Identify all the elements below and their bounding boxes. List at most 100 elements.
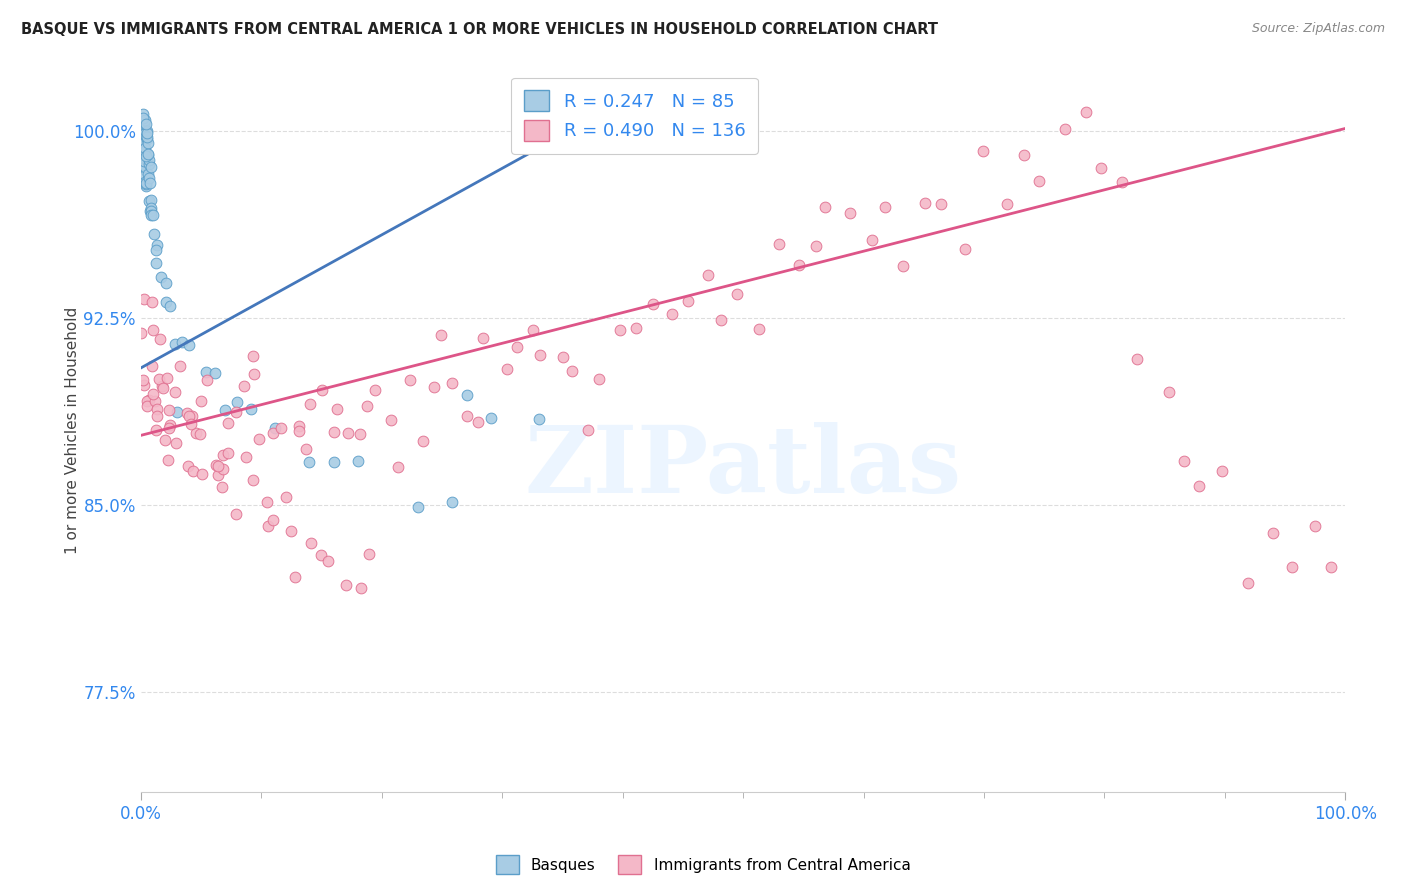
Point xyxy=(139,203,162,218)
Point xyxy=(225,508,247,522)
Point xyxy=(134,141,156,155)
Point xyxy=(134,136,156,150)
Point xyxy=(356,399,378,413)
Point xyxy=(472,331,495,345)
Point xyxy=(194,365,217,379)
Point xyxy=(280,524,302,538)
Point xyxy=(1028,174,1050,188)
Point xyxy=(134,144,156,158)
Point xyxy=(190,393,212,408)
Point xyxy=(309,548,332,562)
Point xyxy=(159,298,181,312)
Point xyxy=(135,117,157,131)
Point xyxy=(129,326,152,340)
Point xyxy=(262,425,284,440)
Point xyxy=(145,243,167,257)
Point xyxy=(204,366,226,380)
Point xyxy=(643,296,665,310)
Point xyxy=(626,321,648,335)
Point xyxy=(661,307,683,321)
Point xyxy=(134,135,156,149)
Point xyxy=(562,135,585,149)
Point xyxy=(298,455,321,469)
Point xyxy=(1319,560,1341,574)
Point xyxy=(875,200,897,214)
Point xyxy=(553,351,575,365)
Point xyxy=(522,323,544,337)
Point xyxy=(132,153,155,168)
Point xyxy=(142,386,165,401)
Point xyxy=(326,401,349,416)
Point xyxy=(134,175,156,189)
Point xyxy=(588,371,610,385)
Point xyxy=(132,378,155,392)
Point xyxy=(132,292,155,306)
Point xyxy=(929,197,952,211)
Point xyxy=(155,276,177,290)
Point xyxy=(138,170,160,185)
Point xyxy=(814,200,837,214)
Point xyxy=(165,436,187,450)
Point xyxy=(953,242,976,256)
Point xyxy=(226,395,249,409)
Point xyxy=(311,384,333,398)
Point xyxy=(212,448,235,462)
Point xyxy=(142,323,165,337)
Point xyxy=(191,467,214,481)
Point xyxy=(138,393,160,408)
Point xyxy=(423,380,446,394)
Point xyxy=(138,194,160,209)
Point xyxy=(264,421,287,435)
Point xyxy=(349,427,371,442)
Point xyxy=(350,581,373,595)
Point xyxy=(148,372,170,386)
Point xyxy=(1281,559,1303,574)
Point xyxy=(132,373,155,387)
Point xyxy=(146,409,169,423)
Point xyxy=(132,150,155,164)
Point xyxy=(135,130,157,145)
Point xyxy=(135,179,157,194)
Point xyxy=(145,401,167,416)
Point xyxy=(135,124,157,138)
Point xyxy=(972,144,994,158)
Point xyxy=(225,405,247,419)
Point xyxy=(132,153,155,168)
Point xyxy=(235,450,257,465)
Point xyxy=(132,141,155,155)
Point xyxy=(138,156,160,170)
Point xyxy=(134,168,156,182)
Text: BASQUE VS IMMIGRANTS FROM CENTRAL AMERICA 1 OR MORE VEHICLES IN HOUSEHOLD CORREL: BASQUE VS IMMIGRANTS FROM CENTRAL AMERIC… xyxy=(21,22,938,37)
Point xyxy=(217,416,239,430)
Point xyxy=(243,367,266,381)
Point xyxy=(1188,479,1211,493)
Point xyxy=(156,371,179,385)
Point xyxy=(1126,352,1149,367)
Point xyxy=(159,421,181,435)
Point xyxy=(505,340,527,354)
Point xyxy=(242,350,264,364)
Point xyxy=(288,418,311,433)
Point xyxy=(239,401,262,416)
Point xyxy=(364,383,387,397)
Point xyxy=(1303,519,1326,533)
Point xyxy=(247,432,270,446)
Point xyxy=(141,295,163,310)
Point xyxy=(914,195,936,210)
Point xyxy=(299,536,322,550)
Point xyxy=(181,409,204,423)
Point xyxy=(155,295,177,310)
Point xyxy=(205,458,228,472)
Point xyxy=(138,153,160,167)
Point xyxy=(129,141,152,155)
Point xyxy=(132,111,155,125)
Point xyxy=(129,119,152,133)
Point xyxy=(177,409,200,424)
Point xyxy=(456,409,478,424)
Point xyxy=(839,206,862,220)
Point xyxy=(748,322,770,336)
Point xyxy=(169,359,191,373)
Point xyxy=(135,128,157,143)
Point xyxy=(139,201,162,215)
Point xyxy=(697,268,720,282)
